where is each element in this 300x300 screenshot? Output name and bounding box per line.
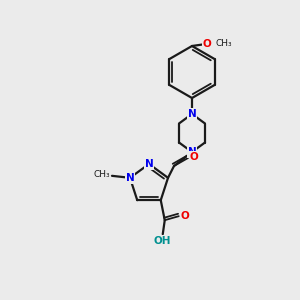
Text: O: O	[190, 152, 198, 162]
Text: N: N	[188, 109, 196, 119]
Text: O: O	[202, 39, 211, 49]
Text: N: N	[145, 159, 153, 169]
Text: CH₃: CH₃	[93, 170, 110, 179]
Text: N: N	[126, 173, 134, 183]
Text: N: N	[188, 147, 196, 157]
Text: CH₃: CH₃	[215, 38, 232, 47]
Text: O: O	[180, 211, 189, 221]
Text: OH: OH	[153, 236, 170, 246]
